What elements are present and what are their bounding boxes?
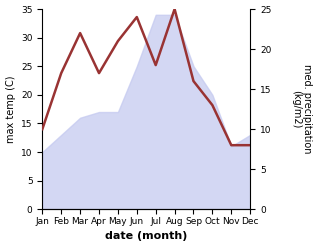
- Y-axis label: med. precipitation
(kg/m2): med. precipitation (kg/m2): [291, 64, 313, 154]
- Y-axis label: max temp (C): max temp (C): [5, 75, 16, 143]
- X-axis label: date (month): date (month): [105, 231, 187, 242]
